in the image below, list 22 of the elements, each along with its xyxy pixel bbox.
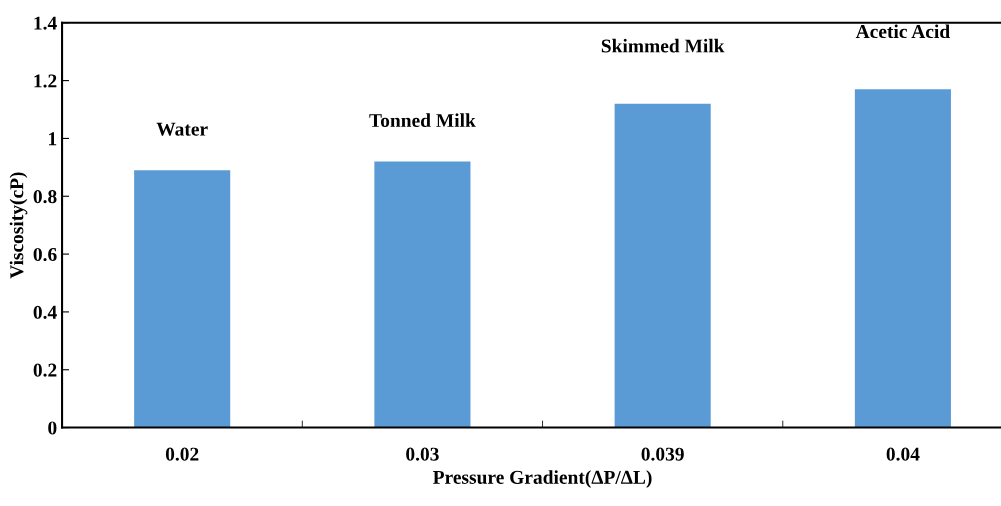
x-tick-label: 0.02 (165, 447, 199, 461)
y-tick-label: 1 (49, 132, 57, 146)
y-tick-label: 0.4 (33, 305, 57, 319)
bar (134, 170, 231, 428)
x-tick-label: 0.039 (641, 447, 684, 461)
bar (614, 103, 711, 428)
x-tick-label: 0.03 (406, 447, 439, 461)
y-axis-title: Viscosity(cP) (9, 172, 28, 279)
y-tick-label: 0.8 (33, 190, 57, 204)
y-tick-label: 0.6 (33, 247, 57, 262)
y-tick-label: 0 (48, 421, 57, 435)
annotation: Acetic Acid (855, 24, 950, 39)
y-tick-label: 1.2 (34, 74, 57, 88)
bar (854, 89, 951, 428)
y-tick-label: 1.4 (34, 16, 57, 30)
x-tick-label: 0.04 (886, 447, 920, 461)
x-axis-title: Pressure Gradient(ΔP/ΔL) (433, 470, 652, 488)
y-tick-label: 0.2 (33, 363, 57, 377)
annotation: Water (156, 122, 208, 136)
annotation: Tonned Milk (369, 113, 476, 128)
bar (374, 161, 471, 428)
annotation: Skimmed Milk (601, 38, 725, 53)
